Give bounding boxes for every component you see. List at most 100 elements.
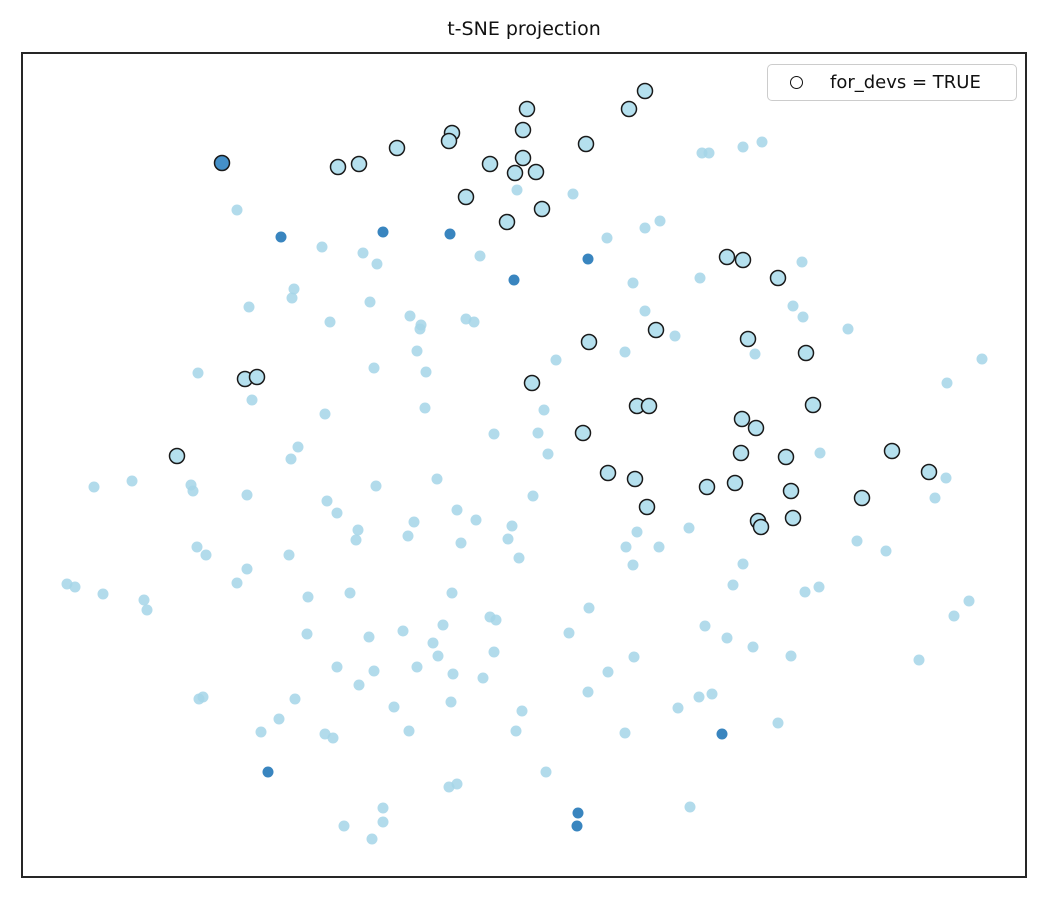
scatter-point bbox=[138, 594, 150, 606]
scatter-point bbox=[445, 696, 457, 708]
scatter-point bbox=[799, 586, 811, 598]
scatter-point bbox=[732, 444, 750, 462]
scatter-point bbox=[601, 232, 613, 244]
scatter-point bbox=[285, 453, 297, 465]
scatter-point bbox=[737, 141, 749, 153]
scatter-point bbox=[488, 646, 500, 658]
scatter-point bbox=[747, 641, 759, 653]
scatter-point bbox=[420, 366, 432, 378]
scatter-point bbox=[319, 408, 331, 420]
scatter-point bbox=[69, 581, 81, 593]
scatter-point bbox=[397, 625, 409, 637]
scatter-point bbox=[580, 333, 598, 351]
scatter-point bbox=[477, 672, 489, 684]
scatter-point bbox=[329, 158, 347, 176]
scatter-point bbox=[619, 727, 631, 739]
scatter-point bbox=[470, 514, 482, 526]
scatter-point bbox=[231, 577, 243, 589]
scatter-point bbox=[283, 549, 295, 561]
scatter-point bbox=[344, 587, 356, 599]
scatter-point bbox=[653, 541, 665, 553]
scatter-point bbox=[275, 231, 287, 243]
scatter-point bbox=[192, 367, 204, 379]
legend: for_devs = TRUE bbox=[767, 64, 1017, 101]
scatter-point bbox=[797, 311, 809, 323]
scatter-point bbox=[321, 495, 333, 507]
scatter-point bbox=[411, 661, 423, 673]
scatter-point bbox=[703, 147, 715, 159]
scatter-point bbox=[620, 541, 632, 553]
scatter-point bbox=[542, 448, 554, 460]
open-circle-marker-icon bbox=[790, 76, 803, 89]
scatter-point bbox=[583, 602, 595, 614]
scatter-point bbox=[550, 354, 562, 366]
scatter-point bbox=[883, 442, 901, 460]
scatter-point bbox=[363, 631, 375, 643]
scatter-point bbox=[368, 665, 380, 677]
scatter-point bbox=[437, 619, 449, 631]
scatter-point bbox=[851, 535, 863, 547]
scatter-point bbox=[948, 610, 960, 622]
scatter-point bbox=[941, 377, 953, 389]
scatter-point bbox=[301, 628, 313, 640]
scatter-point bbox=[574, 424, 592, 442]
scatter-point bbox=[769, 269, 787, 287]
scatter-point bbox=[654, 215, 666, 227]
scatter-point bbox=[527, 490, 539, 502]
scatter-point bbox=[377, 802, 389, 814]
scatter-point bbox=[582, 686, 594, 698]
scatter-point bbox=[490, 614, 502, 626]
scatter-point bbox=[672, 702, 684, 714]
scatter-point bbox=[772, 717, 784, 729]
scatter-point bbox=[506, 164, 524, 182]
scatter-point bbox=[402, 530, 414, 542]
scatter-point bbox=[419, 402, 431, 414]
scatter-point bbox=[506, 520, 518, 532]
scatter-point bbox=[785, 650, 797, 662]
scatter-point bbox=[533, 200, 551, 218]
scatter-point bbox=[842, 323, 854, 335]
scatter-point bbox=[440, 132, 458, 150]
scatter-point bbox=[481, 155, 499, 173]
scatter-point bbox=[684, 801, 696, 813]
scatter-point bbox=[516, 705, 528, 717]
scatter-point bbox=[567, 188, 579, 200]
scatter-point bbox=[602, 666, 614, 678]
scatter-point bbox=[243, 301, 255, 313]
chart-title: t-SNE projection bbox=[447, 18, 601, 40]
scatter-point bbox=[191, 541, 203, 553]
scatter-point bbox=[364, 296, 376, 308]
scatter-point bbox=[231, 204, 243, 216]
scatter-point bbox=[457, 188, 475, 206]
scatter-point bbox=[639, 305, 651, 317]
scatter-point bbox=[693, 691, 705, 703]
scatter-point bbox=[814, 447, 826, 459]
scatter-point bbox=[488, 428, 500, 440]
legend-label: for_devs = TRUE bbox=[830, 72, 981, 93]
scatter-point bbox=[352, 524, 364, 536]
scatter-point bbox=[246, 394, 258, 406]
scatter-point bbox=[200, 549, 212, 561]
scatter-point bbox=[447, 668, 459, 680]
scatter-point bbox=[404, 310, 416, 322]
scatter-point bbox=[338, 820, 350, 832]
scatter-point bbox=[377, 816, 389, 828]
scatter-point bbox=[502, 533, 514, 545]
scatter-point bbox=[727, 579, 739, 591]
plot-area bbox=[21, 52, 1027, 878]
scatter-point bbox=[739, 330, 757, 348]
scatter-point bbox=[514, 121, 532, 139]
scatter-point bbox=[97, 588, 109, 600]
scatter-point bbox=[572, 807, 584, 819]
scatter-point bbox=[388, 139, 406, 157]
scatter-point bbox=[353, 679, 365, 691]
scatter-point bbox=[357, 247, 369, 259]
scatter-point bbox=[474, 250, 486, 262]
scatter-point bbox=[626, 470, 644, 488]
scatter-point bbox=[804, 396, 822, 414]
scatter-point bbox=[619, 346, 631, 358]
scatter-point bbox=[377, 226, 389, 238]
scatter-point bbox=[706, 688, 718, 700]
scatter-point bbox=[331, 507, 343, 519]
